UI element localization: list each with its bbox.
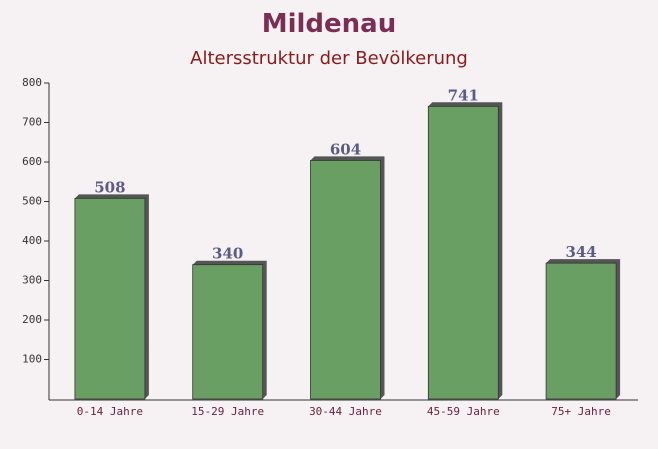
value-label: 604 [330,140,361,158]
value-label: 508 [94,178,125,196]
y-tick-label: 300 [22,274,42,287]
bar [74,197,146,400]
y-tick-label: 800 [22,76,42,89]
y-tick-label: 400 [22,234,42,247]
x-tick-label: 30-44 Jahre [309,405,382,418]
x-tick-label: 15-29 Jahre [191,405,264,418]
x-tick-label: 0-14 Jahre [77,405,143,418]
x-tick-label: 45-59 Jahre [427,405,500,418]
value-label: 344 [565,243,596,261]
bar [310,160,381,400]
bar [427,105,499,400]
y-tick-label: 600 [22,155,42,168]
y-tick-label: 700 [22,116,42,129]
bar [192,264,264,400]
chart-subtitle: Altersstruktur der Bevölkerung [190,48,468,69]
chart-title: Mildenau [262,9,397,39]
y-tick-label: 200 [22,313,42,326]
y-tick-label: 500 [22,195,42,208]
x-tick-label: 75+ Jahre [551,405,611,418]
y-tick-label: 100 [22,353,42,366]
value-label: 741 [448,86,479,104]
value-label: 340 [212,245,243,263]
bar [545,262,617,400]
